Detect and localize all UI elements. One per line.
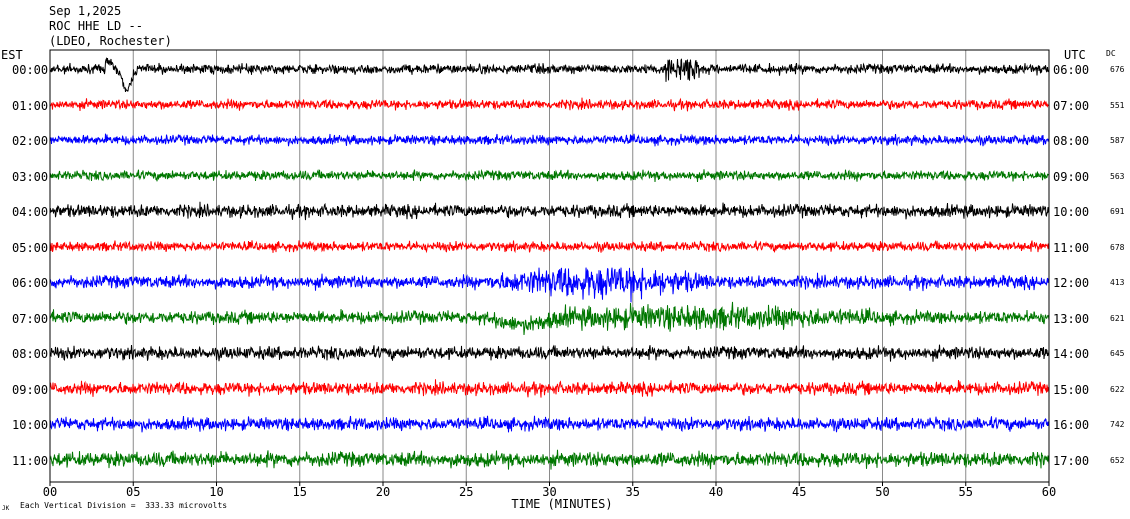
dc-offset-value: 652: [1110, 455, 1125, 465]
utc-hour-label: 06:00: [1053, 63, 1090, 77]
est-hour-label: 02:00: [12, 134, 49, 148]
utc-hour-label: 09:00: [1053, 169, 1090, 184]
utc-hour-label: 07:00: [1053, 98, 1090, 113]
dc-offset-value: 742: [1110, 420, 1125, 429]
est-hour-label: 07:00: [12, 311, 49, 326]
x-tick-label: 45: [792, 485, 806, 499]
trace-row-0200: [49, 133, 1050, 147]
est-hour-label: 03:00: [12, 169, 49, 184]
trace-row-1100: [49, 449, 1050, 470]
left-timezone-label: EST: [1, 48, 23, 62]
utc-hour-label: 13:00: [1053, 311, 1090, 326]
utc-hour-label: 14:00: [1053, 347, 1090, 361]
est-hour-label: 05:00: [12, 240, 49, 255]
header-network: (LDEO, Rochester): [49, 34, 172, 48]
x-tick-label: 60: [1042, 485, 1056, 499]
trace-row-0400: [49, 201, 1050, 221]
est-hour-label: 09:00: [12, 382, 49, 397]
est-hour-label: 06:00: [12, 276, 49, 290]
x-tick-labels: 00 05 10 15 20 25 30 35 40 45 50 55 60: [43, 482, 1056, 499]
dc-offset-value: 622: [1110, 384, 1125, 394]
dc-offset-value: 676: [1110, 65, 1125, 74]
trace-row-0600: [49, 267, 1050, 303]
x-tick-label: 05: [126, 485, 140, 499]
utc-hour-label: 16:00: [1053, 418, 1090, 432]
x-tick-label: 30: [542, 485, 556, 499]
scale-note: Each Vertical Division = 333.33 microvol…: [20, 501, 228, 510]
x-tick-label: 25: [459, 485, 473, 499]
dc-header-label: DC: [1106, 49, 1116, 58]
x-tick-label: 00: [43, 485, 57, 499]
x-tick-label: 15: [293, 485, 307, 499]
x-axis-label: TIME (MINUTES): [511, 497, 612, 511]
right-timezone-label: UTC: [1064, 48, 1086, 62]
x-tick-label: 10: [209, 485, 223, 499]
utc-hour-label: 15:00: [1053, 382, 1090, 397]
dc-offset-value: 563: [1110, 171, 1125, 181]
est-hour-label: 11:00: [12, 453, 49, 468]
grid-lines: [49, 50, 1050, 482]
utc-hour-label: 10:00: [1053, 205, 1090, 219]
utc-hour-label: 17:00: [1053, 453, 1090, 468]
trace-group: [49, 56, 1050, 470]
est-hour-label: 04:00: [12, 205, 49, 219]
trace-row-0800: [49, 344, 1050, 362]
trace-row-0900: [49, 379, 1050, 398]
trace-row-0100: [49, 97, 1050, 112]
x-tick-label: 20: [376, 485, 390, 499]
dc-offset-value: 645: [1110, 349, 1125, 358]
est-hour-label: 08:00: [12, 347, 49, 361]
trace-row-1000: [49, 415, 1050, 433]
x-tick-label: 50: [875, 485, 889, 499]
trace-row-0500: [49, 240, 1050, 254]
x-tick-label: 40: [709, 485, 723, 499]
est-hour-label: 10:00: [12, 418, 49, 432]
dc-offset-value: 691: [1110, 207, 1125, 216]
trace-row-0000: [49, 56, 1050, 92]
dc-offset-value: 551: [1110, 100, 1125, 110]
corner-mark: JK: [2, 505, 10, 512]
utc-hour-label: 11:00: [1053, 240, 1090, 255]
utc-hour-label: 12:00: [1053, 276, 1090, 290]
trace-row-0300: [49, 168, 1050, 183]
dc-offset-value: 587: [1110, 136, 1125, 145]
dc-offset-value: 621: [1110, 313, 1125, 323]
header-station: ROC HHE LD --: [49, 19, 143, 33]
trace-row-0700: [49, 301, 1050, 336]
x-tick-label: 55: [959, 485, 973, 499]
header-date: Sep 1,2025: [49, 4, 122, 18]
x-tick-label: 35: [626, 485, 640, 499]
dc-offset-value: 413: [1110, 278, 1125, 287]
utc-hour-label: 08:00: [1053, 134, 1090, 148]
est-hour-label: 00:00: [12, 63, 49, 77]
dc-offset-value: 678: [1110, 242, 1125, 252]
est-hour-label: 01:00: [12, 98, 49, 113]
